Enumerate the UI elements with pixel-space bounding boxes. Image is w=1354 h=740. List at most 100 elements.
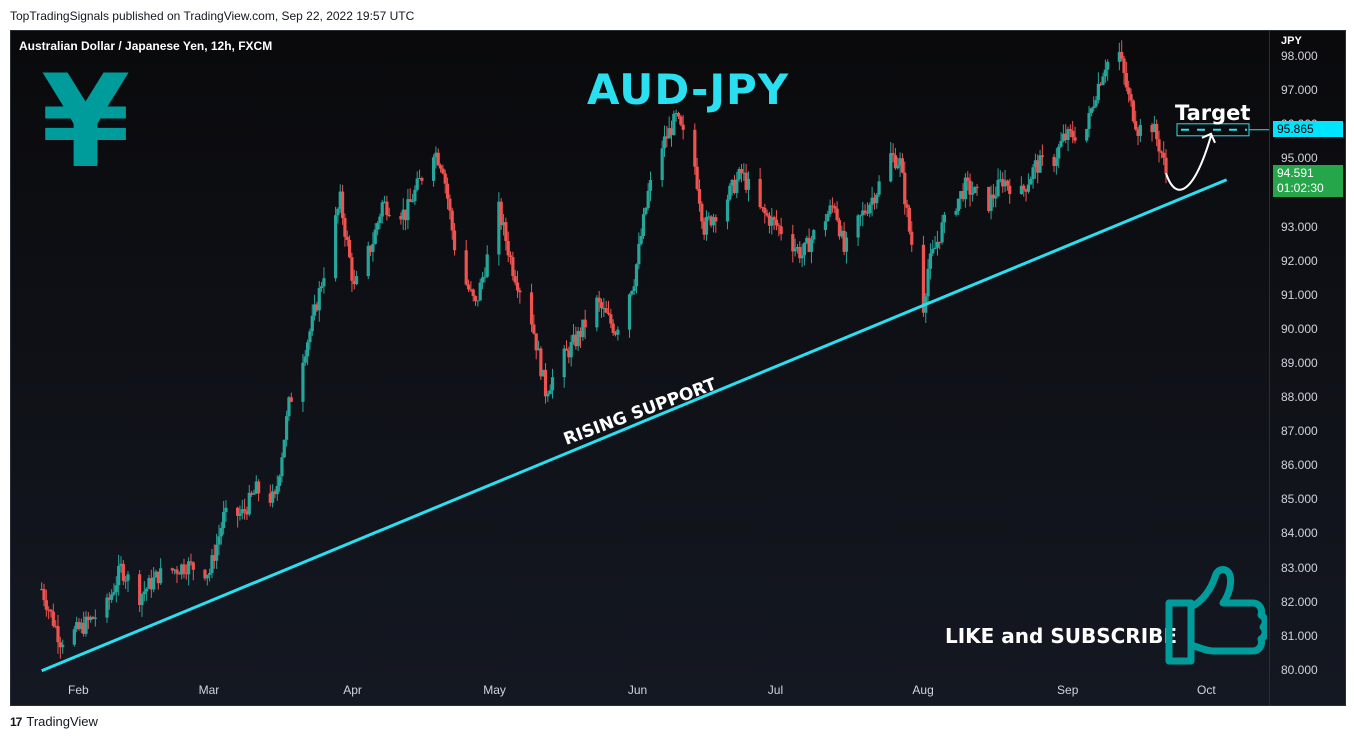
candle-body (802, 242, 807, 256)
candle-body (319, 286, 324, 289)
candle-body (991, 194, 995, 199)
candle-body (1157, 139, 1161, 152)
candle-body (711, 217, 716, 226)
candle-body (798, 247, 802, 259)
candle-body (210, 555, 214, 574)
candle-body (156, 571, 160, 584)
candle-body (1001, 179, 1005, 187)
candle-body (777, 225, 781, 227)
candle-body (47, 609, 51, 611)
candle-body (807, 237, 811, 252)
candle-body (310, 315, 314, 332)
candle-body (725, 199, 730, 222)
candle-body (856, 215, 860, 238)
candle-body (695, 166, 699, 190)
candle-body (289, 397, 293, 402)
yen-symbol: ¥ (41, 48, 131, 197)
candle-body (40, 588, 44, 590)
candle-body (478, 282, 482, 301)
candle-body (366, 245, 370, 277)
candle-body (170, 568, 174, 571)
candle-body (529, 292, 534, 325)
candle-body (637, 243, 641, 265)
candle-body (410, 201, 415, 203)
candle-body (548, 390, 552, 395)
chart-frame[interactable]: Australian Dollar / Japanese Yen, 12h, F… (10, 30, 1346, 706)
candle-body (114, 585, 118, 593)
candle-body (354, 276, 359, 285)
candle-body (466, 284, 471, 290)
candle-body (772, 217, 776, 220)
candle-body (709, 216, 713, 226)
x-tick-label: Mar (198, 683, 220, 697)
candle-body (287, 397, 291, 417)
candle-body (823, 221, 828, 231)
candle-body (616, 329, 620, 335)
candle-body (1024, 189, 1028, 192)
candle-body (413, 189, 417, 202)
candle-body (597, 297, 601, 303)
candle-body (1124, 72, 1128, 88)
candle-body (431, 157, 436, 181)
candle-body (476, 300, 480, 302)
candle-body (401, 209, 405, 220)
candle-body (968, 180, 972, 195)
thumbs-up-icon[interactable] (1155, 563, 1267, 673)
candle-body (336, 208, 340, 216)
candle-body (147, 578, 151, 589)
candle-body (672, 113, 676, 136)
x-tick-label: Jul (767, 683, 784, 697)
candle-body (926, 268, 930, 297)
candle-body (1059, 140, 1063, 147)
candle-body (1106, 61, 1110, 70)
candle-body (763, 207, 767, 214)
tradingview-brand[interactable]: 17 TradingView (10, 714, 98, 729)
candle-body (1085, 128, 1089, 141)
candle-body (872, 197, 877, 204)
x-tick-label: Feb (68, 683, 89, 697)
symbol-title: Australian Dollar / Japanese Yen, 12h, F… (19, 39, 273, 53)
candle-body (247, 492, 251, 515)
candle-body (674, 113, 678, 115)
candle-body (987, 186, 991, 212)
candle-body (627, 294, 632, 330)
candle-body (121, 563, 125, 581)
candle-body (280, 457, 284, 477)
target-label: Target (1175, 101, 1251, 125)
candle-body (368, 245, 373, 252)
candle-body (828, 205, 832, 215)
candle-body (145, 588, 149, 592)
y-tick-label: 85.000 (1281, 492, 1318, 507)
candle-body (893, 155, 898, 169)
candle-body (75, 622, 79, 630)
candle-body (1026, 184, 1030, 192)
candle-body (371, 244, 375, 252)
candle-body (569, 342, 573, 358)
candle-body (546, 394, 550, 397)
candle-body (245, 511, 249, 515)
candle-body (961, 191, 965, 200)
candle-body (44, 600, 48, 610)
candle-body (72, 629, 76, 645)
x-tick-label: Jun (627, 683, 648, 697)
candle-body (77, 622, 81, 629)
candle-body (180, 564, 184, 575)
candle-body (1127, 87, 1131, 95)
candle-body (140, 594, 144, 606)
candle-body (714, 217, 718, 222)
candle-body (639, 236, 643, 244)
y-tick-label: 86.000 (1281, 458, 1318, 473)
candle-body (89, 617, 93, 620)
candle-body (1064, 133, 1068, 141)
candle-body (940, 222, 944, 243)
candle-body (793, 248, 797, 252)
candle-body (240, 509, 244, 514)
candle-body (317, 288, 321, 311)
y-tick-label: 89.000 (1281, 355, 1318, 370)
candle-body (173, 569, 177, 571)
candle-body (91, 617, 95, 619)
candle-body (868, 204, 872, 214)
candle-body (471, 289, 475, 297)
candle-body (340, 191, 345, 219)
y-tick-label: 87.000 (1281, 424, 1318, 439)
